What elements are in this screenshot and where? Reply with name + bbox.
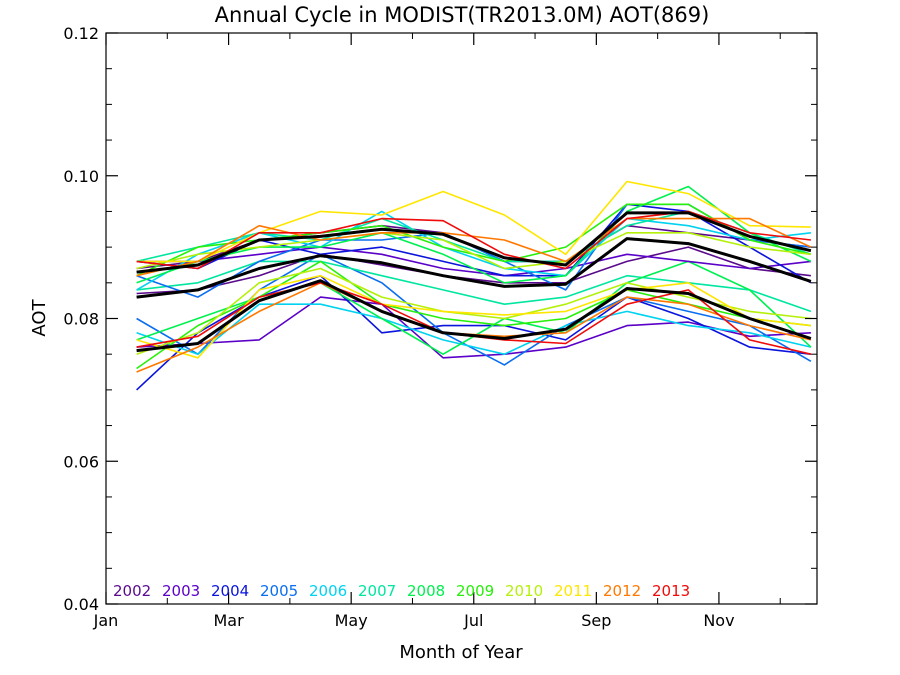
y-tick-label: 0.06 [63, 452, 99, 471]
mean-line-25 [136, 237, 812, 299]
series-line-21 [136, 180, 811, 263]
x-tick-label: May [335, 611, 368, 630]
chart-title: Annual Cycle in MODIST(TR2013.0M) AOT(86… [215, 3, 710, 27]
legend-item-2002: 2002 [113, 582, 151, 600]
y-tick-label: 0.10 [63, 167, 99, 186]
series-line-2007 [136, 260, 812, 313]
series-line-2013 [136, 281, 812, 355]
x-tick-label: Jul [463, 611, 483, 630]
x-tick-label: Nov [703, 611, 734, 630]
series-line-16 [136, 210, 811, 291]
series-line-2011 [136, 274, 811, 359]
legend-item-2012: 2012 [603, 582, 641, 600]
series-line-22 [136, 217, 812, 277]
legend-item-2005: 2005 [260, 582, 298, 600]
legend-item-2010: 2010 [505, 582, 543, 600]
legend-item-2009: 2009 [456, 582, 494, 600]
mean-line-26 [136, 279, 812, 353]
x-tick-label: Mar [213, 611, 244, 630]
mean-line-24 [136, 211, 812, 274]
series-line-18 [136, 185, 812, 284]
series-line-13 [136, 246, 811, 277]
x-tick-label: Jan [93, 611, 119, 630]
series-line-2003 [136, 296, 811, 359]
y-axis-label: AOT [29, 298, 50, 336]
axis-ticks: 0.04 0.06 0.08 0.10 0.12 Jan Mar May Jul Sep Nov [63, 24, 817, 630]
y-tick-label: 0.12 [63, 24, 99, 43]
x-axis-label: Month of Year [399, 642, 523, 663]
series-line-20 [136, 232, 811, 270]
series-lines [136, 180, 812, 391]
legend-item-2003: 2003 [162, 582, 200, 600]
legend-item-2004: 2004 [211, 582, 249, 600]
series-line-2004 [136, 274, 811, 391]
legend-item-2006: 2006 [309, 582, 347, 600]
legend-item-2007: 2007 [358, 582, 396, 600]
legend-item-2008: 2008 [407, 582, 445, 600]
legend: 2002 2003 2004 2005 2006 2007 2008 2009 2010 2011… [113, 582, 690, 600]
y-tick-label: 0.04 [63, 595, 99, 614]
series-line-2010 [136, 267, 811, 355]
legend-item-2013: 2013 [652, 582, 690, 600]
y-tick-label: 0.08 [63, 310, 99, 329]
series-line-2006 [136, 303, 812, 356]
legend-item-2011: 2011 [554, 582, 592, 600]
series-line-23 [136, 210, 811, 270]
series-line-2002 [136, 246, 811, 295]
x-tick-label: Sep [581, 611, 611, 630]
